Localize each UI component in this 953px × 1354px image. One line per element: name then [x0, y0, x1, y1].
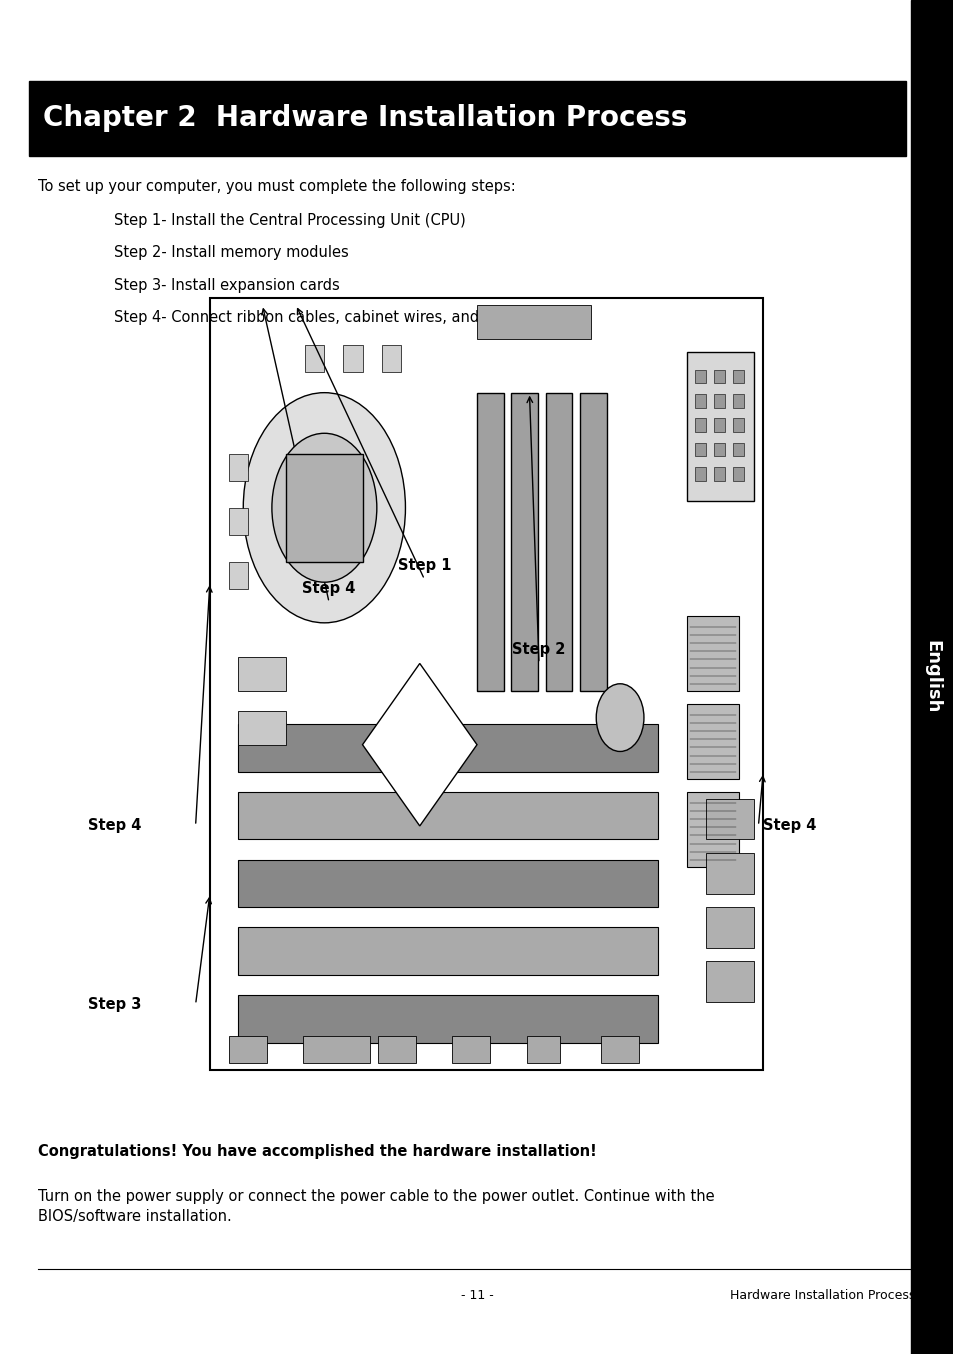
Bar [303, 1036, 370, 1063]
Text: Step 3: Step 3 [88, 997, 141, 1013]
Bar [694, 418, 705, 432]
Bar [238, 711, 286, 745]
Bar [29, 81, 905, 156]
Text: Step 3- Install expansion cards: Step 3- Install expansion cards [114, 278, 340, 292]
Bar [545, 393, 572, 691]
Text: Step 4: Step 4 [302, 581, 355, 596]
Bar [686, 352, 753, 501]
Bar [579, 393, 606, 691]
Bar [238, 860, 658, 907]
Bar [732, 443, 743, 456]
Bar [210, 298, 762, 1070]
Bar [713, 394, 724, 408]
Bar [713, 443, 724, 456]
Bar [694, 467, 705, 481]
Text: To set up your computer, you must complete the following steps:: To set up your computer, you must comple… [38, 179, 516, 194]
Bar [452, 1036, 490, 1063]
Bar [377, 1036, 416, 1063]
Text: Step 2- Install memory modules: Step 2- Install memory modules [114, 245, 349, 260]
Text: - 11 -: - 11 - [460, 1289, 493, 1303]
Bar [238, 927, 658, 975]
Bar [229, 1036, 267, 1063]
Bar [229, 454, 248, 481]
Bar [732, 467, 743, 481]
Text: Step 4- Connect ribbon cables, cabinet wires, and power supply: Step 4- Connect ribbon cables, cabinet w… [114, 310, 582, 325]
Bar [686, 792, 739, 867]
Circle shape [272, 433, 376, 582]
Text: Step 2: Step 2 [512, 642, 565, 657]
Bar [286, 454, 362, 562]
Text: Congratulations! You have accomplished the hardware installation!: Congratulations! You have accomplished t… [38, 1144, 597, 1159]
Bar [229, 508, 248, 535]
Bar [713, 370, 724, 383]
Bar [732, 370, 743, 383]
Bar [476, 393, 503, 691]
Bar [910, 0, 953, 1354]
Text: Step 1- Install the Central Processing Unit (CPU): Step 1- Install the Central Processing U… [114, 213, 466, 227]
Bar [732, 418, 743, 432]
Bar [305, 345, 324, 372]
Bar [511, 393, 537, 691]
Bar [732, 394, 743, 408]
Bar [381, 345, 400, 372]
Text: Step 1: Step 1 [397, 558, 451, 573]
Bar [476, 305, 591, 338]
Circle shape [596, 684, 643, 751]
Bar [694, 394, 705, 408]
Text: Step 4: Step 4 [762, 818, 816, 834]
Bar [694, 370, 705, 383]
Bar [713, 467, 724, 481]
Circle shape [243, 393, 405, 623]
Text: Turn on the power supply or connect the power cable to the power outlet. Continu: Turn on the power supply or connect the … [38, 1189, 714, 1224]
Text: Step 4: Step 4 [88, 818, 141, 834]
Text: Hardware Installation Process: Hardware Installation Process [730, 1289, 915, 1303]
Bar [238, 792, 658, 839]
Polygon shape [362, 663, 476, 826]
Bar [686, 704, 739, 779]
Bar [238, 995, 658, 1043]
Bar [705, 853, 753, 894]
Text: English: English [923, 640, 941, 714]
Bar [238, 724, 658, 772]
Bar [705, 799, 753, 839]
Bar [600, 1036, 639, 1063]
Bar [686, 616, 739, 691]
Bar [705, 907, 753, 948]
Bar [238, 657, 286, 691]
Bar [343, 345, 362, 372]
Bar [713, 418, 724, 432]
Bar [526, 1036, 559, 1063]
Bar [229, 562, 248, 589]
Bar [694, 443, 705, 456]
Text: Chapter 2  Hardware Installation Process: Chapter 2 Hardware Installation Process [43, 104, 686, 133]
Bar [705, 961, 753, 1002]
